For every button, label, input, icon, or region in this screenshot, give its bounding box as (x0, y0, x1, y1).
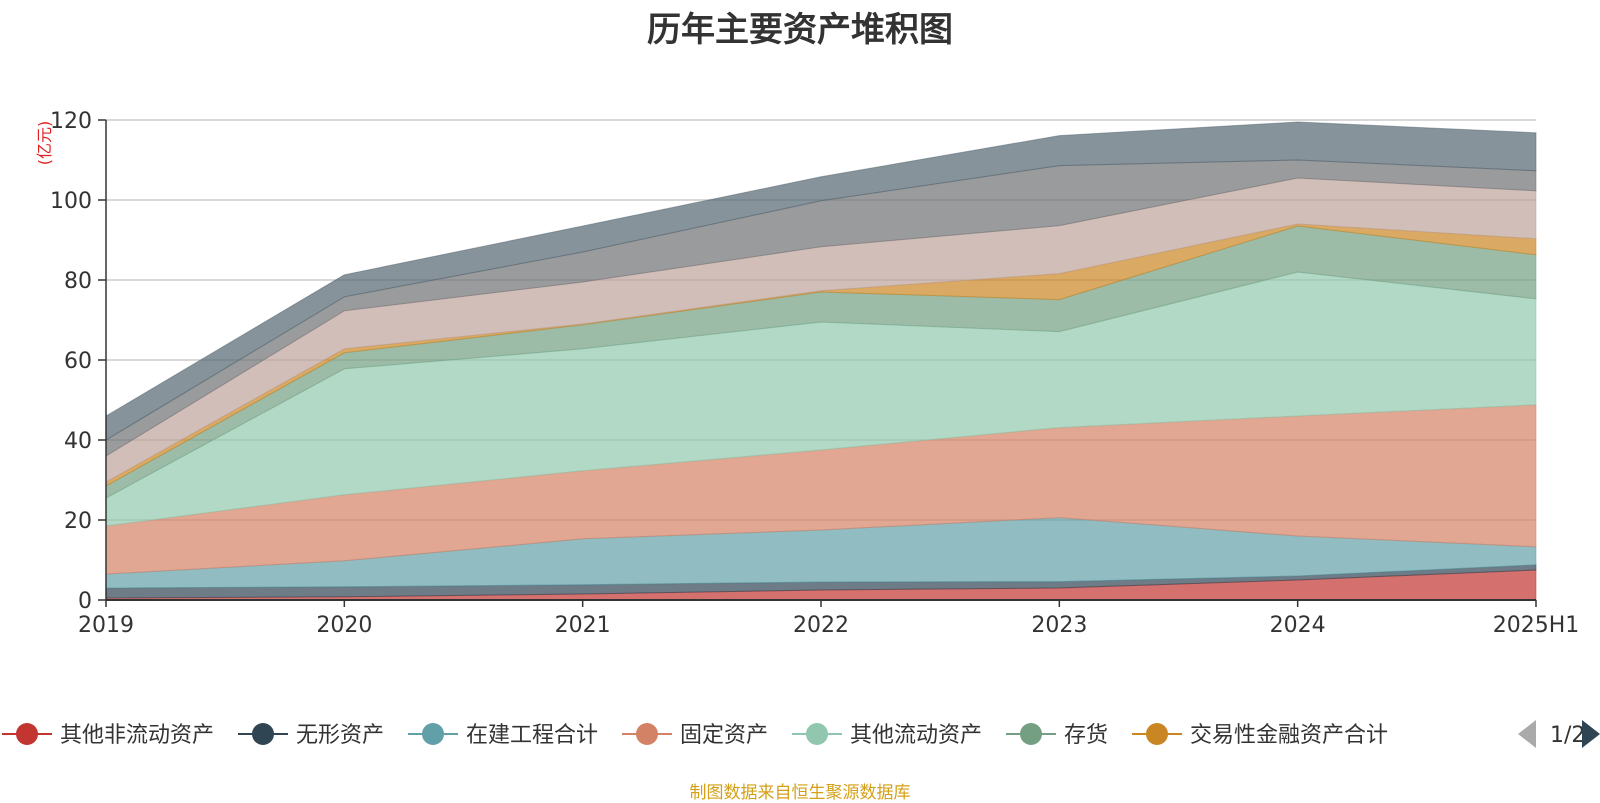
legend-item-其他流动资产[interactable]: 其他流动资产 (792, 723, 982, 748)
legend-item-固定资产[interactable]: 固定资产 (622, 723, 768, 748)
y-tick-label: 20 (64, 509, 92, 534)
legend-label: 交易性金融资产合计 (1190, 723, 1388, 748)
y-tick-label: 40 (64, 429, 92, 454)
y-tick-label: 120 (50, 109, 92, 134)
x-tick-label: 2021 (555, 613, 611, 638)
legend-next-page-icon[interactable] (1582, 720, 1600, 748)
legend-marker (636, 723, 658, 745)
legend-label: 其他非流动资产 (60, 723, 214, 748)
legend-item-存货[interactable]: 存货 (1006, 723, 1108, 748)
legend-item-其他非流动资产[interactable]: 其他非流动资产 (2, 723, 214, 748)
legend-item-无形资产[interactable]: 无形资产 (238, 723, 384, 748)
area-series-extra-9 (105, 121, 1537, 441)
legend-marker (806, 723, 828, 745)
x-tick-label: 2025H1 (1493, 613, 1580, 638)
legend-prev-page-icon[interactable] (1518, 720, 1536, 748)
x-tick-label: 2019 (78, 613, 134, 638)
legend-marker (1020, 723, 1042, 745)
x-tick-label: 2022 (793, 613, 849, 638)
legend-label: 其他流动资产 (850, 723, 982, 748)
chart-title: 历年主要资产堆积图 (647, 10, 953, 50)
legend-item-在建工程合计[interactable]: 在建工程合计 (408, 723, 598, 748)
legend-label: 固定资产 (680, 723, 768, 748)
legend-label: 存货 (1064, 723, 1108, 748)
y-axis-unit-label: (亿元) (35, 121, 54, 166)
x-tick-label: 2023 (1031, 613, 1087, 638)
legend-marker (252, 723, 274, 745)
x-tick-label: 2020 (316, 613, 372, 638)
y-tick-label: 60 (64, 349, 92, 374)
area-series (105, 121, 1537, 601)
y-tick-label: 100 (50, 189, 92, 214)
legend-page-indicator: 1/2 (1550, 723, 1585, 748)
legend: 其他非流动资产 无形资产 在建工程合计 固定资产 其他流动资产 存货 交易性金融资产合计 1/… (2, 720, 1600, 748)
source-note: 制图数据来自恒生聚源数据库 (689, 783, 911, 803)
y-tick-label: 0 (78, 589, 92, 614)
y-tick-label: 80 (64, 269, 92, 294)
legend-item-交易性金融资产合计[interactable]: 交易性金融资产合计 (1132, 723, 1388, 748)
axes: 0 20 40 60 80 100 120 2019 2020 2021 2022 2023 2024 2… (50, 109, 1579, 638)
x-tick-label: 2024 (1270, 613, 1326, 638)
legend-label: 无形资产 (296, 723, 384, 748)
legend-label: 在建工程合计 (466, 723, 598, 748)
legend-marker (1146, 723, 1168, 745)
legend-marker (16, 723, 38, 745)
legend-marker (422, 723, 444, 745)
